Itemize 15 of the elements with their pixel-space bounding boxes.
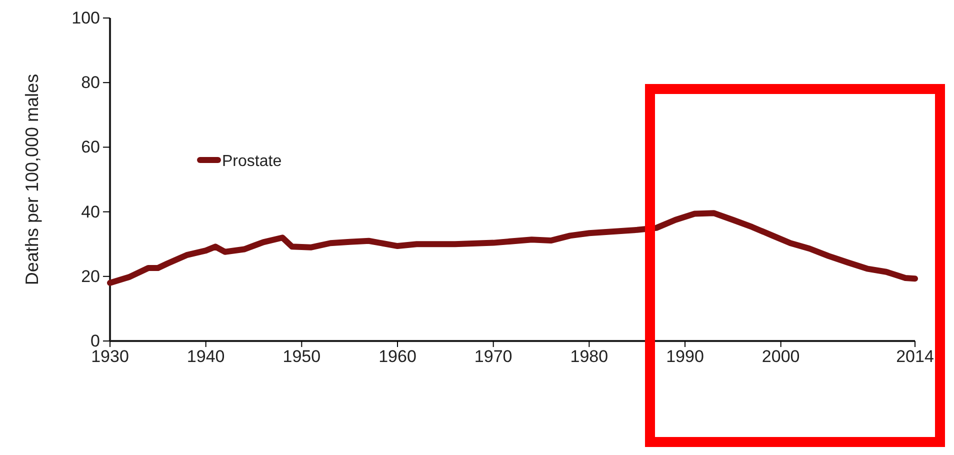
- x-tick-label: 2000: [762, 347, 800, 366]
- y-tick-label: 100: [72, 8, 100, 28]
- x-tick-label: 2014: [896, 347, 934, 366]
- x-tick-label: 1960: [378, 347, 416, 366]
- y-axis-title: Deaths per 100,000 males: [22, 74, 42, 286]
- legend-label: Prostate: [222, 153, 282, 170]
- y-tick-label: 80: [81, 73, 100, 92]
- x-tick-label: 1970: [474, 347, 512, 366]
- y-tick-label: 40: [81, 202, 100, 222]
- y-tick-label: 20: [81, 266, 100, 286]
- x-tick-label: 1990: [666, 347, 704, 366]
- x-tick-label: 1950: [282, 347, 321, 366]
- x-tick-label: 1980: [570, 347, 608, 366]
- x-tick-label: 1940: [186, 347, 225, 366]
- y-tick-label: 60: [81, 138, 100, 157]
